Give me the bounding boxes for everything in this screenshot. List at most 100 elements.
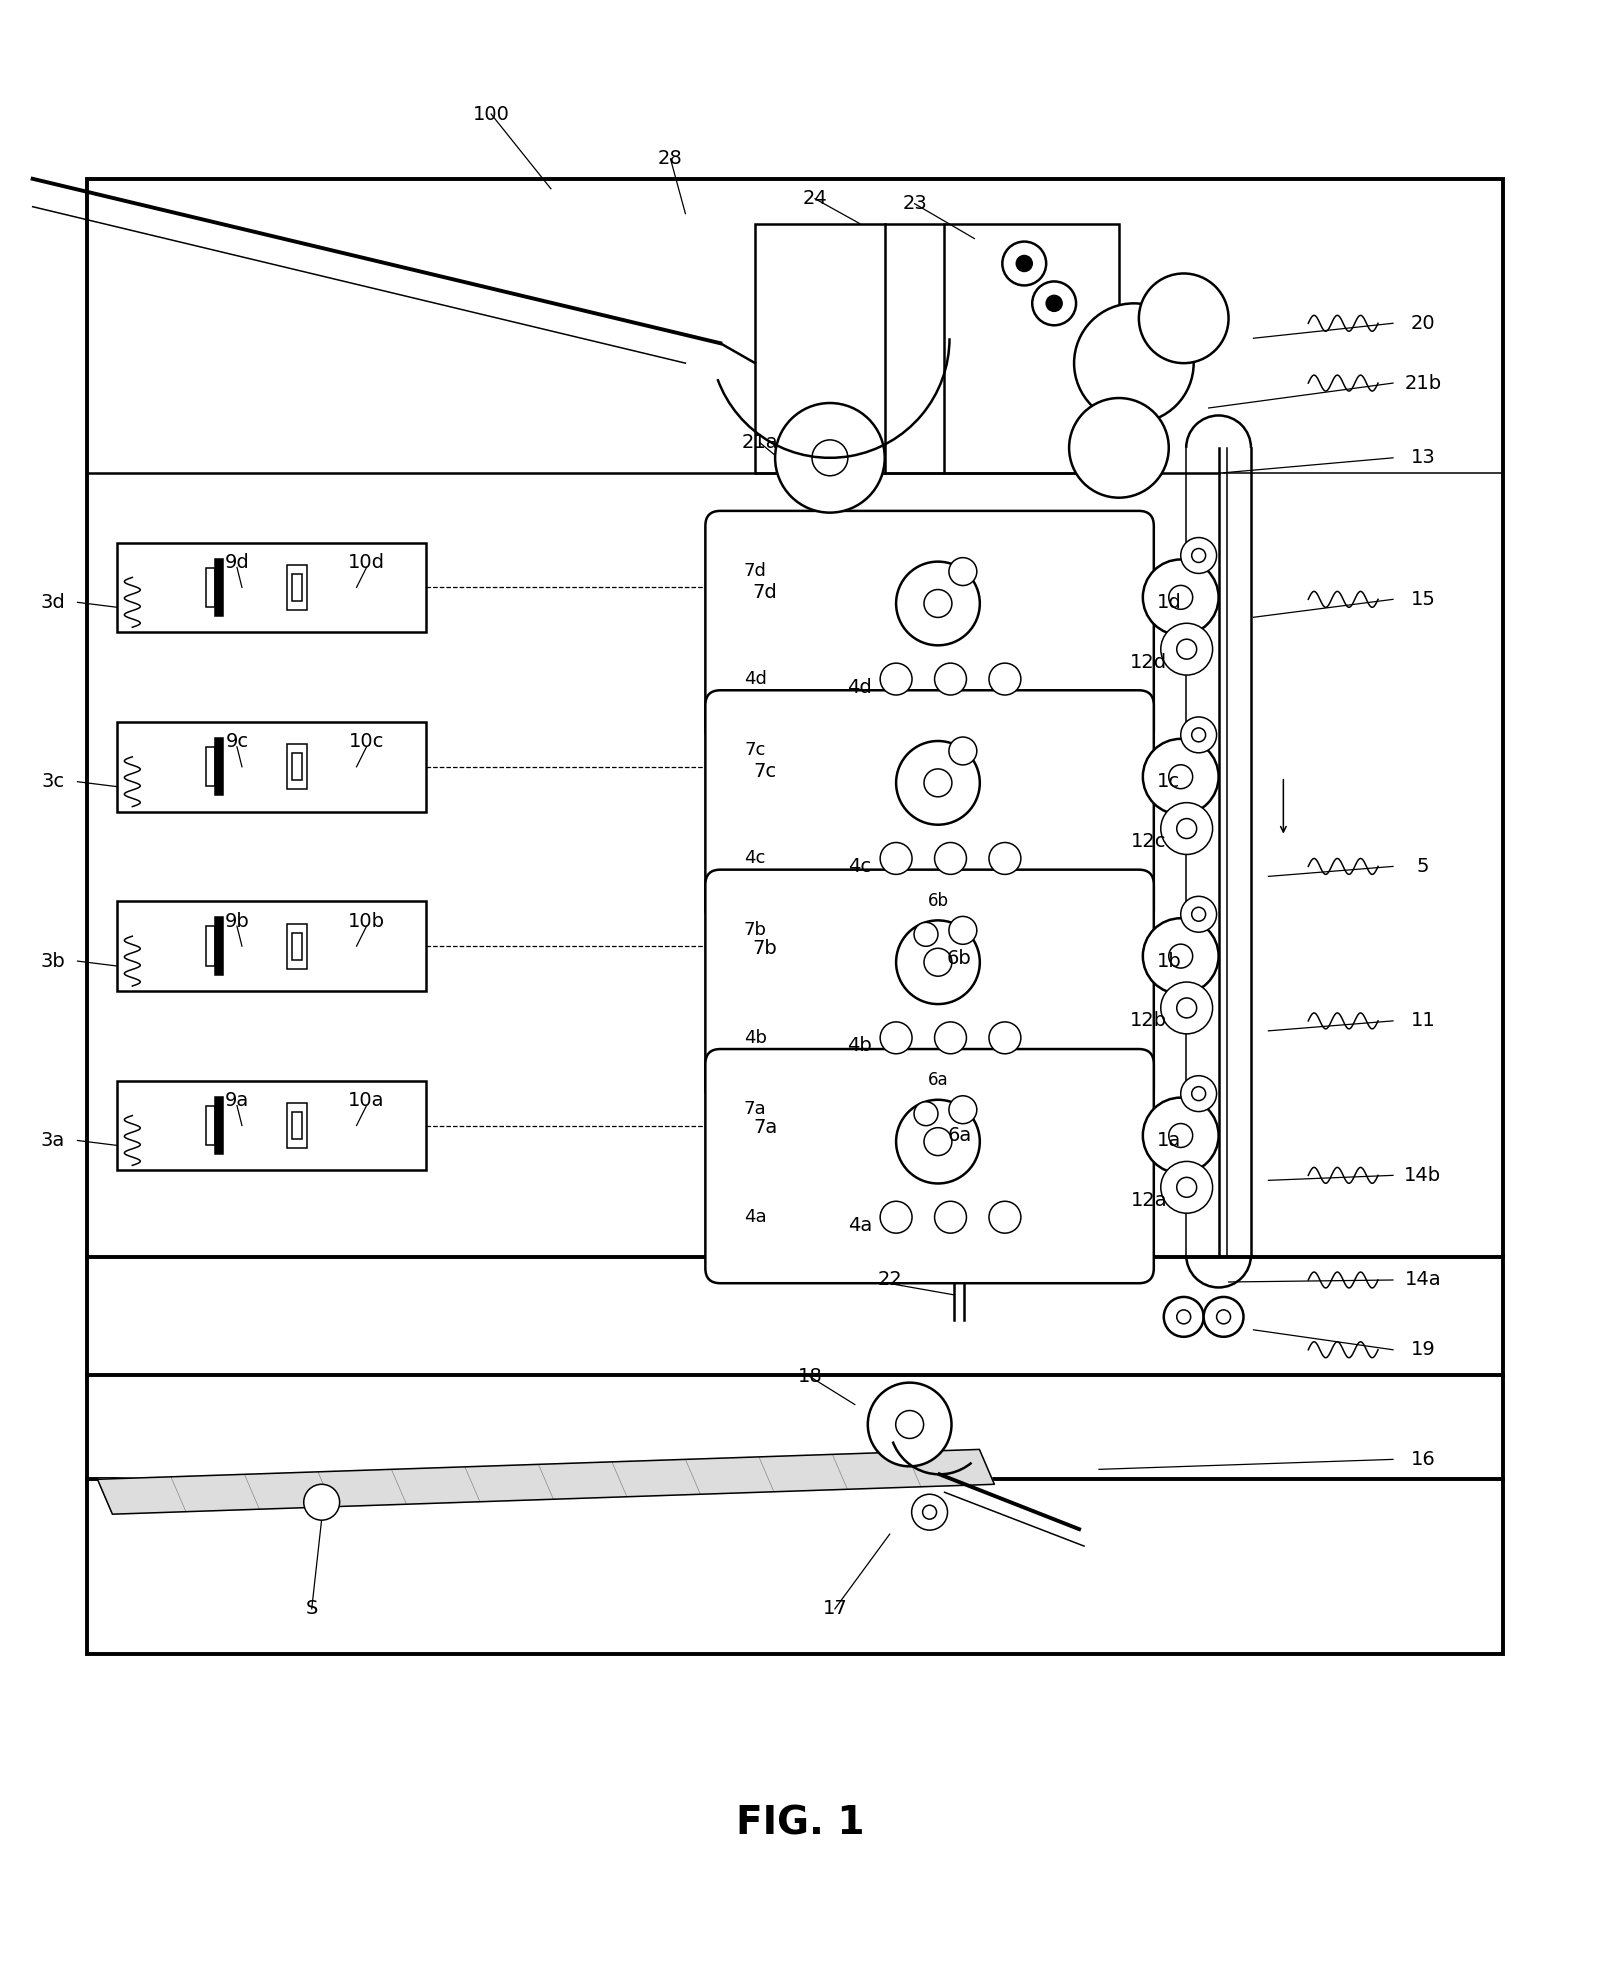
- Bar: [215, 917, 223, 974]
- Text: 7d: 7d: [744, 561, 766, 579]
- Circle shape: [1169, 585, 1193, 609]
- Circle shape: [868, 1383, 951, 1466]
- Text: 7c: 7c: [754, 763, 776, 781]
- Circle shape: [880, 842, 912, 875]
- Bar: [291, 933, 301, 960]
- Circle shape: [812, 441, 847, 476]
- Text: 6a: 6a: [928, 1071, 948, 1089]
- Circle shape: [1192, 549, 1206, 563]
- Text: 1d: 1d: [1156, 593, 1180, 613]
- Text: 7b: 7b: [744, 921, 766, 939]
- Circle shape: [880, 1022, 912, 1053]
- Text: 10d: 10d: [348, 553, 385, 571]
- Bar: [215, 559, 223, 617]
- Bar: [215, 1097, 223, 1154]
- Circle shape: [1180, 717, 1216, 753]
- Circle shape: [1138, 273, 1229, 364]
- Bar: [291, 753, 301, 781]
- Text: 4c: 4c: [849, 858, 872, 875]
- Text: 7c: 7c: [744, 741, 766, 759]
- Circle shape: [1143, 919, 1219, 994]
- Circle shape: [1161, 802, 1213, 854]
- Text: 22: 22: [878, 1271, 902, 1290]
- Text: 19: 19: [1410, 1340, 1436, 1359]
- Circle shape: [912, 1494, 948, 1529]
- Bar: [118, 901, 427, 992]
- Circle shape: [896, 921, 980, 1004]
- Text: 7d: 7d: [754, 583, 778, 603]
- Circle shape: [990, 842, 1020, 875]
- Text: 21b: 21b: [1404, 373, 1441, 393]
- Circle shape: [990, 1201, 1020, 1233]
- Circle shape: [1192, 727, 1206, 741]
- Bar: [286, 745, 307, 788]
- Text: 24: 24: [802, 190, 828, 207]
- Text: 7a: 7a: [744, 1101, 766, 1118]
- Bar: [291, 573, 301, 601]
- Circle shape: [1003, 241, 1046, 285]
- Text: 4b: 4b: [847, 1035, 872, 1055]
- Text: 9d: 9d: [225, 553, 249, 571]
- FancyBboxPatch shape: [705, 690, 1155, 925]
- Circle shape: [935, 1201, 967, 1233]
- Circle shape: [1177, 1310, 1190, 1324]
- Bar: [87, 178, 1502, 1654]
- Text: 14a: 14a: [1405, 1271, 1441, 1290]
- Circle shape: [923, 948, 952, 976]
- Text: 6b: 6b: [948, 948, 972, 968]
- Text: 17: 17: [823, 1599, 847, 1618]
- Text: 11: 11: [1410, 1012, 1436, 1029]
- Bar: [207, 747, 215, 786]
- Circle shape: [923, 589, 952, 617]
- Text: 4b: 4b: [744, 1029, 766, 1047]
- Text: 10c: 10c: [349, 733, 385, 751]
- Text: 12c: 12c: [1130, 832, 1166, 852]
- Circle shape: [896, 561, 980, 646]
- Text: 4a: 4a: [744, 1207, 766, 1227]
- Text: 14b: 14b: [1404, 1166, 1441, 1186]
- Circle shape: [935, 1022, 967, 1053]
- Text: 4d: 4d: [847, 678, 872, 696]
- Bar: [286, 1103, 307, 1148]
- Circle shape: [1015, 255, 1032, 271]
- Circle shape: [896, 1411, 923, 1439]
- Text: 10a: 10a: [348, 1091, 385, 1111]
- FancyBboxPatch shape: [705, 512, 1155, 745]
- Circle shape: [1192, 907, 1206, 921]
- Circle shape: [1177, 998, 1197, 1018]
- Circle shape: [990, 664, 1020, 696]
- Text: 9c: 9c: [225, 733, 249, 751]
- Circle shape: [1203, 1296, 1243, 1338]
- Circle shape: [1177, 1178, 1197, 1197]
- Text: 7b: 7b: [754, 939, 778, 958]
- Circle shape: [923, 1506, 936, 1520]
- Text: 9a: 9a: [225, 1091, 249, 1111]
- Circle shape: [949, 917, 977, 945]
- Circle shape: [1180, 537, 1216, 573]
- Text: 6a: 6a: [948, 1126, 972, 1144]
- Circle shape: [1216, 1310, 1231, 1324]
- Circle shape: [880, 1201, 912, 1233]
- Circle shape: [1192, 1087, 1206, 1101]
- Circle shape: [914, 1103, 938, 1126]
- Bar: [755, 223, 1119, 472]
- Circle shape: [1177, 638, 1197, 660]
- Text: 4a: 4a: [847, 1215, 872, 1235]
- Circle shape: [923, 769, 952, 796]
- Circle shape: [949, 737, 977, 765]
- Circle shape: [1161, 982, 1213, 1033]
- Text: 6b: 6b: [928, 891, 949, 911]
- Text: 12a: 12a: [1130, 1192, 1167, 1209]
- Text: 20: 20: [1410, 314, 1436, 332]
- Text: 3d: 3d: [40, 593, 65, 613]
- Circle shape: [1169, 945, 1193, 968]
- Circle shape: [949, 1097, 977, 1124]
- Circle shape: [1161, 1162, 1213, 1213]
- Text: 21a: 21a: [742, 433, 778, 453]
- Circle shape: [896, 1101, 980, 1184]
- Circle shape: [1180, 1075, 1216, 1112]
- Text: 5: 5: [1416, 858, 1429, 875]
- Text: 1a: 1a: [1156, 1130, 1180, 1150]
- Bar: [118, 1081, 427, 1170]
- FancyBboxPatch shape: [705, 1049, 1155, 1282]
